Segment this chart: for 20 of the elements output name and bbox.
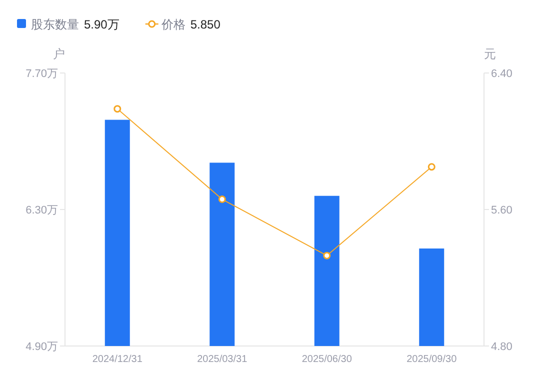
y2-tick-label: 4.80 xyxy=(491,341,512,353)
x-tick-label: 2024/12/31 xyxy=(92,354,143,365)
point xyxy=(323,252,331,260)
y-tick-label: 7.70万 xyxy=(26,68,58,80)
y2-tick-label: 5.60 xyxy=(491,204,512,216)
y-axis-title: 户 xyxy=(53,47,65,61)
legend-label: 价格 xyxy=(160,18,186,32)
x-tick-label: 2025/09/30 xyxy=(406,354,458,365)
y-tick-label: 4.90万 xyxy=(26,341,58,353)
point xyxy=(428,163,436,171)
x-tick-label: 2025/06/30 xyxy=(302,354,352,365)
y2-axis-title: 元 xyxy=(484,47,496,61)
text: 5.90万 xyxy=(84,18,120,32)
y2-tick-label: 6.40 xyxy=(491,68,512,80)
legend-label: 股东数量 xyxy=(31,18,79,32)
y-tick-label: 6.30万 xyxy=(26,204,58,216)
point xyxy=(218,196,226,204)
point xyxy=(114,105,122,113)
text: 5.850 xyxy=(190,18,221,32)
x-tick-label: 2025/03/31 xyxy=(197,354,248,365)
